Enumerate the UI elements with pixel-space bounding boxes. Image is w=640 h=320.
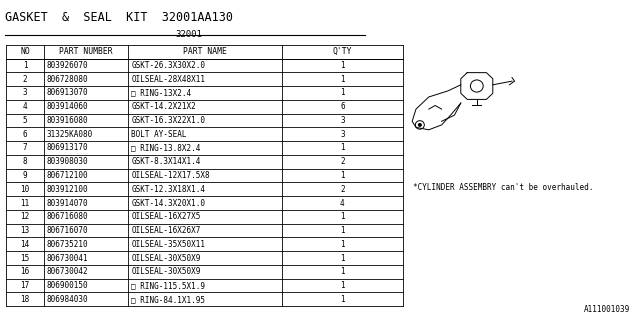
Text: 806716070: 806716070 — [46, 226, 88, 235]
Text: 803926070: 803926070 — [46, 61, 88, 70]
Text: 1: 1 — [340, 171, 345, 180]
Text: A111001039: A111001039 — [584, 305, 630, 314]
Text: 1: 1 — [340, 61, 345, 70]
Text: 1: 1 — [340, 143, 345, 153]
Text: 803914060: 803914060 — [46, 102, 88, 111]
Text: 2: 2 — [340, 157, 345, 166]
Text: GSKT-12.3X18X1.4: GSKT-12.3X18X1.4 — [131, 185, 205, 194]
Text: 803912100: 803912100 — [46, 185, 88, 194]
Text: *CYLINDER ASSEMBRY can't be overhauled.: *CYLINDER ASSEMBRY can't be overhauled. — [413, 183, 593, 192]
Text: 803914070: 803914070 — [46, 198, 88, 208]
Text: BOLT AY-SEAL: BOLT AY-SEAL — [131, 130, 187, 139]
Text: 4: 4 — [22, 102, 28, 111]
Text: 8: 8 — [22, 157, 28, 166]
Text: 1: 1 — [340, 88, 345, 98]
Text: OILSEAL-30X50X9: OILSEAL-30X50X9 — [131, 253, 200, 263]
Text: 16: 16 — [20, 267, 29, 276]
Text: OILSEAL-16X27X5: OILSEAL-16X27X5 — [131, 212, 200, 221]
Text: 10: 10 — [20, 185, 29, 194]
Text: OILSEAL-35X50X11: OILSEAL-35X50X11 — [131, 240, 205, 249]
Text: 806728080: 806728080 — [46, 75, 88, 84]
Text: 3: 3 — [340, 130, 345, 139]
Text: 1: 1 — [340, 295, 345, 304]
Text: 3: 3 — [340, 116, 345, 125]
Circle shape — [419, 124, 421, 126]
Text: □ RING-84.1X1.95: □ RING-84.1X1.95 — [131, 295, 205, 304]
Text: 7: 7 — [22, 143, 28, 153]
Text: 12: 12 — [20, 212, 29, 221]
Text: Q'TY: Q'TY — [333, 47, 352, 56]
Text: 2: 2 — [340, 185, 345, 194]
Text: 803916080: 803916080 — [46, 116, 88, 125]
Text: GSKT-16.3X22X1.0: GSKT-16.3X22X1.0 — [131, 116, 205, 125]
Text: GSKT-8.3X14X1.4: GSKT-8.3X14X1.4 — [131, 157, 200, 166]
Text: □ RING-13X2.4: □ RING-13X2.4 — [131, 88, 191, 98]
Text: 1: 1 — [22, 61, 28, 70]
Text: 4: 4 — [340, 198, 345, 208]
Text: 2: 2 — [22, 75, 28, 84]
Text: 32001: 32001 — [175, 30, 202, 39]
Text: GASKET  &  SEAL  KIT  32001AA130: GASKET & SEAL KIT 32001AA130 — [5, 11, 233, 24]
Text: □ RING-115.5X1.9: □ RING-115.5X1.9 — [131, 281, 205, 290]
Text: 6: 6 — [340, 102, 345, 111]
Text: 806735210: 806735210 — [46, 240, 88, 249]
Text: 1: 1 — [340, 267, 345, 276]
Text: 806730042: 806730042 — [46, 267, 88, 276]
Text: OILSEAL-16X26X7: OILSEAL-16X26X7 — [131, 226, 200, 235]
Text: 806730041: 806730041 — [46, 253, 88, 263]
Text: OILSEAL-30X50X9: OILSEAL-30X50X9 — [131, 267, 200, 276]
Text: 3: 3 — [22, 88, 28, 98]
Text: PART NUMBER: PART NUMBER — [59, 47, 113, 56]
Text: 806913070: 806913070 — [46, 88, 88, 98]
Text: NO: NO — [20, 47, 30, 56]
Text: 806712100: 806712100 — [46, 171, 88, 180]
Text: 9: 9 — [22, 171, 28, 180]
Text: 13: 13 — [20, 226, 29, 235]
Text: 806913170: 806913170 — [46, 143, 88, 153]
Text: 6: 6 — [22, 130, 28, 139]
Text: 5: 5 — [22, 116, 28, 125]
Text: OILSEAL-12X17.5X8: OILSEAL-12X17.5X8 — [131, 171, 210, 180]
Text: GSKT-14.3X20X1.0: GSKT-14.3X20X1.0 — [131, 198, 205, 208]
Text: 806984030: 806984030 — [46, 295, 88, 304]
Text: GSKT-26.3X30X2.0: GSKT-26.3X30X2.0 — [131, 61, 205, 70]
Text: 18: 18 — [20, 295, 29, 304]
Text: 1: 1 — [340, 281, 345, 290]
Text: 806716080: 806716080 — [46, 212, 88, 221]
Text: 803908030: 803908030 — [46, 157, 88, 166]
Text: □ RING-13.8X2.4: □ RING-13.8X2.4 — [131, 143, 200, 153]
Text: 1: 1 — [340, 240, 345, 249]
Text: 1: 1 — [340, 212, 345, 221]
Text: 15: 15 — [20, 253, 29, 263]
Text: 31325KA080: 31325KA080 — [46, 130, 92, 139]
Text: 1: 1 — [340, 253, 345, 263]
Text: 1: 1 — [340, 75, 345, 84]
Text: 1: 1 — [340, 226, 345, 235]
Text: 11: 11 — [20, 198, 29, 208]
Text: 14: 14 — [20, 240, 29, 249]
Text: 17: 17 — [20, 281, 29, 290]
Text: OILSEAL-28X48X11: OILSEAL-28X48X11 — [131, 75, 205, 84]
Text: 806900150: 806900150 — [46, 281, 88, 290]
Text: GSKT-14.2X21X2: GSKT-14.2X21X2 — [131, 102, 196, 111]
Text: PART NAME: PART NAME — [183, 47, 227, 56]
